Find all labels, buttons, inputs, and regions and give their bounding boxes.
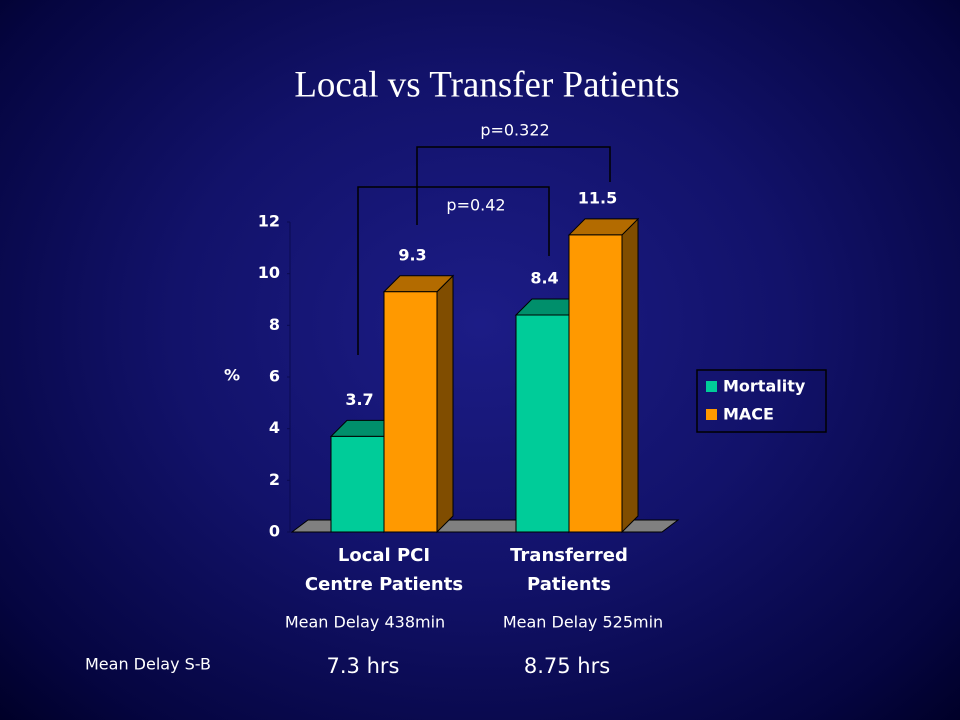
value-label: 3.7 [345,390,373,409]
bar [383,291,438,533]
delay-note: Mean Delay 525min [503,613,663,632]
y-tick-label: 10 [258,263,280,282]
y-tick-label: 12 [258,212,280,231]
legend-swatch [706,409,717,420]
delay-hours: 8.75 hrs [524,654,610,678]
bar [330,435,385,533]
legend-swatch [706,381,717,392]
y-tick-label: 0 [269,522,280,541]
chart-title: Local vs Transfer Patients [294,64,679,105]
value-label: 11.5 [578,188,617,207]
delay-note: Mean Delay 438min [285,613,445,632]
legend-label: Mortality [723,377,806,396]
value-label: 9.3 [398,245,426,264]
bar-side [436,274,454,534]
x-tick-label: Local PCI Centre Patients [304,545,464,595]
legend-label: MACE [723,405,774,424]
delay-note: Mean Delay S-B [85,655,211,674]
x-tick-label: Transferred Patients [510,545,628,595]
y-tick-label: 4 [269,418,280,437]
y-tick-label: 2 [269,470,280,489]
bar-side [621,217,639,534]
p-value: p=0.322 [480,121,549,140]
bracket [357,186,550,355]
y-axis-label: % [224,366,240,385]
bracket [416,146,611,225]
y-tick-label: 6 [269,367,280,386]
value-label: 8.4 [530,269,558,288]
delay-hours: 7.3 hrs [327,654,400,678]
p-value: p=0.42 [446,196,505,215]
y-tick-label: 8 [269,315,280,334]
bar [515,314,570,533]
bar [568,234,623,533]
legend-box [696,369,827,433]
